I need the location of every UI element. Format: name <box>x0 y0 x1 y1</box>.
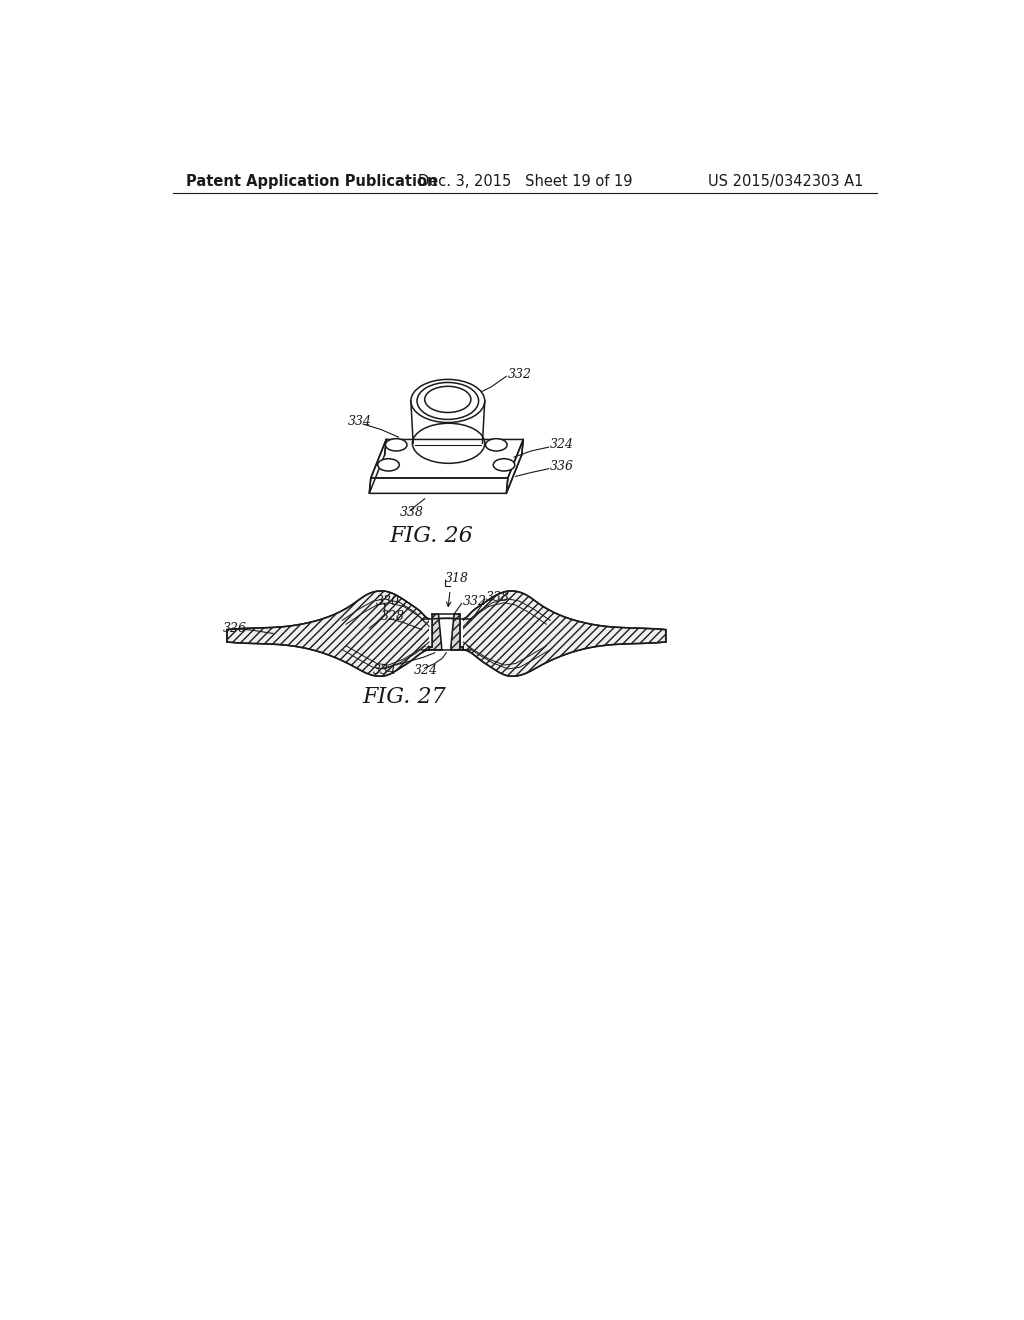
Polygon shape <box>429 612 463 653</box>
Text: 334: 334 <box>373 664 397 677</box>
Text: 334: 334 <box>348 416 372 428</box>
Text: Patent Application Publication: Patent Application Publication <box>186 174 437 189</box>
Ellipse shape <box>425 387 471 413</box>
Text: FIG. 27: FIG. 27 <box>362 686 445 709</box>
Text: 332: 332 <box>508 367 531 380</box>
Polygon shape <box>438 614 454 649</box>
Ellipse shape <box>411 379 484 422</box>
Text: 330: 330 <box>376 594 399 607</box>
Text: 338: 338 <box>486 591 510 603</box>
Text: 328: 328 <box>381 610 404 623</box>
Text: 336: 336 <box>550 459 574 473</box>
Text: 324: 324 <box>414 664 438 677</box>
Text: 332: 332 <box>463 594 487 607</box>
Text: Dec. 3, 2015   Sheet 19 of 19: Dec. 3, 2015 Sheet 19 of 19 <box>418 174 632 189</box>
Text: 318: 318 <box>444 572 469 585</box>
Ellipse shape <box>378 459 399 471</box>
Text: 326: 326 <box>223 622 247 635</box>
Text: US 2015/0342303 A1: US 2015/0342303 A1 <box>709 174 863 189</box>
Text: FIG. 26: FIG. 26 <box>389 525 473 546</box>
Text: 324: 324 <box>550 438 574 451</box>
Ellipse shape <box>494 459 515 471</box>
Ellipse shape <box>385 438 407 451</box>
Polygon shape <box>429 614 441 649</box>
Polygon shape <box>226 591 666 676</box>
Ellipse shape <box>485 438 507 451</box>
Text: 338: 338 <box>400 506 424 519</box>
Polygon shape <box>451 614 463 649</box>
